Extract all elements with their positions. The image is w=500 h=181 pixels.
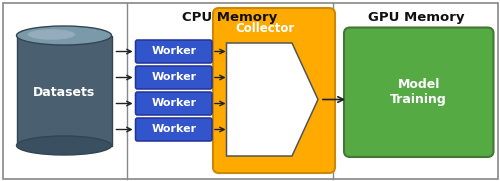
Polygon shape xyxy=(16,35,112,146)
Text: Worker: Worker xyxy=(151,98,196,108)
FancyBboxPatch shape xyxy=(344,28,494,157)
Text: Datasets: Datasets xyxy=(33,87,95,100)
FancyBboxPatch shape xyxy=(136,66,212,89)
Text: Collector: Collector xyxy=(236,22,295,35)
FancyBboxPatch shape xyxy=(136,118,212,141)
Text: Worker: Worker xyxy=(151,73,196,83)
Polygon shape xyxy=(226,43,318,156)
Ellipse shape xyxy=(16,26,112,45)
Text: Worker: Worker xyxy=(151,47,196,56)
Ellipse shape xyxy=(28,29,75,40)
FancyBboxPatch shape xyxy=(213,8,335,173)
Text: Worker: Worker xyxy=(151,125,196,134)
Ellipse shape xyxy=(16,136,112,155)
FancyBboxPatch shape xyxy=(136,92,212,115)
Text: GPU Memory: GPU Memory xyxy=(368,11,464,24)
Text: CPU Memory: CPU Memory xyxy=(182,11,278,24)
FancyBboxPatch shape xyxy=(136,40,212,63)
Text: Model
Training: Model Training xyxy=(390,78,447,106)
FancyBboxPatch shape xyxy=(2,3,498,178)
